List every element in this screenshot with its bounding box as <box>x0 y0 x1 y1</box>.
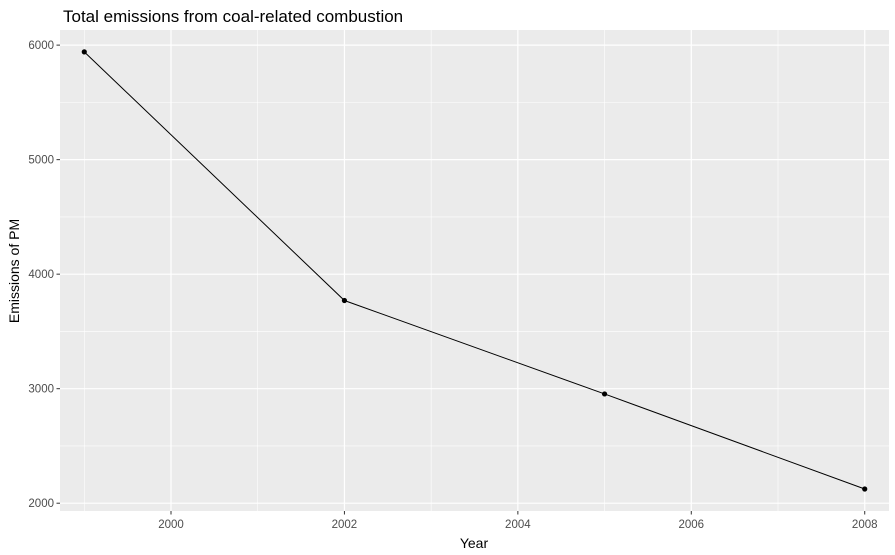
x-tick-label: 2008 <box>852 519 878 531</box>
data-point <box>341 297 348 304</box>
y-tick-label: 2000 <box>28 498 54 510</box>
series-layer <box>81 49 868 492</box>
y-axis-title: Emissions of PM <box>6 219 22 323</box>
y-tick-label: 5000 <box>28 155 54 167</box>
x-tick-label: 2006 <box>678 519 704 531</box>
x-tick-label: 2002 <box>332 519 358 531</box>
y-tick-label: 3000 <box>28 384 54 396</box>
x-axis-ticks: 2000 2002 2004 2006 2008 <box>158 511 878 531</box>
chart-title: Total emissions from coal-related combus… <box>63 7 403 26</box>
plot-panel <box>60 30 889 511</box>
x-tick-label: 2004 <box>505 519 531 531</box>
x-tick-label: 2000 <box>158 519 184 531</box>
major-gridlines <box>60 30 889 511</box>
y-axis-ticks: 2000 3000 4000 5000 6000 <box>28 40 60 510</box>
data-point <box>601 391 608 397</box>
minor-gridlines <box>60 30 889 511</box>
y-tick-label: 6000 <box>28 40 54 52</box>
y-tick-label: 4000 <box>28 269 54 281</box>
x-axis-title: Year <box>460 535 489 551</box>
series-line <box>83 51 865 490</box>
data-point <box>81 49 87 55</box>
data-point <box>862 486 868 492</box>
